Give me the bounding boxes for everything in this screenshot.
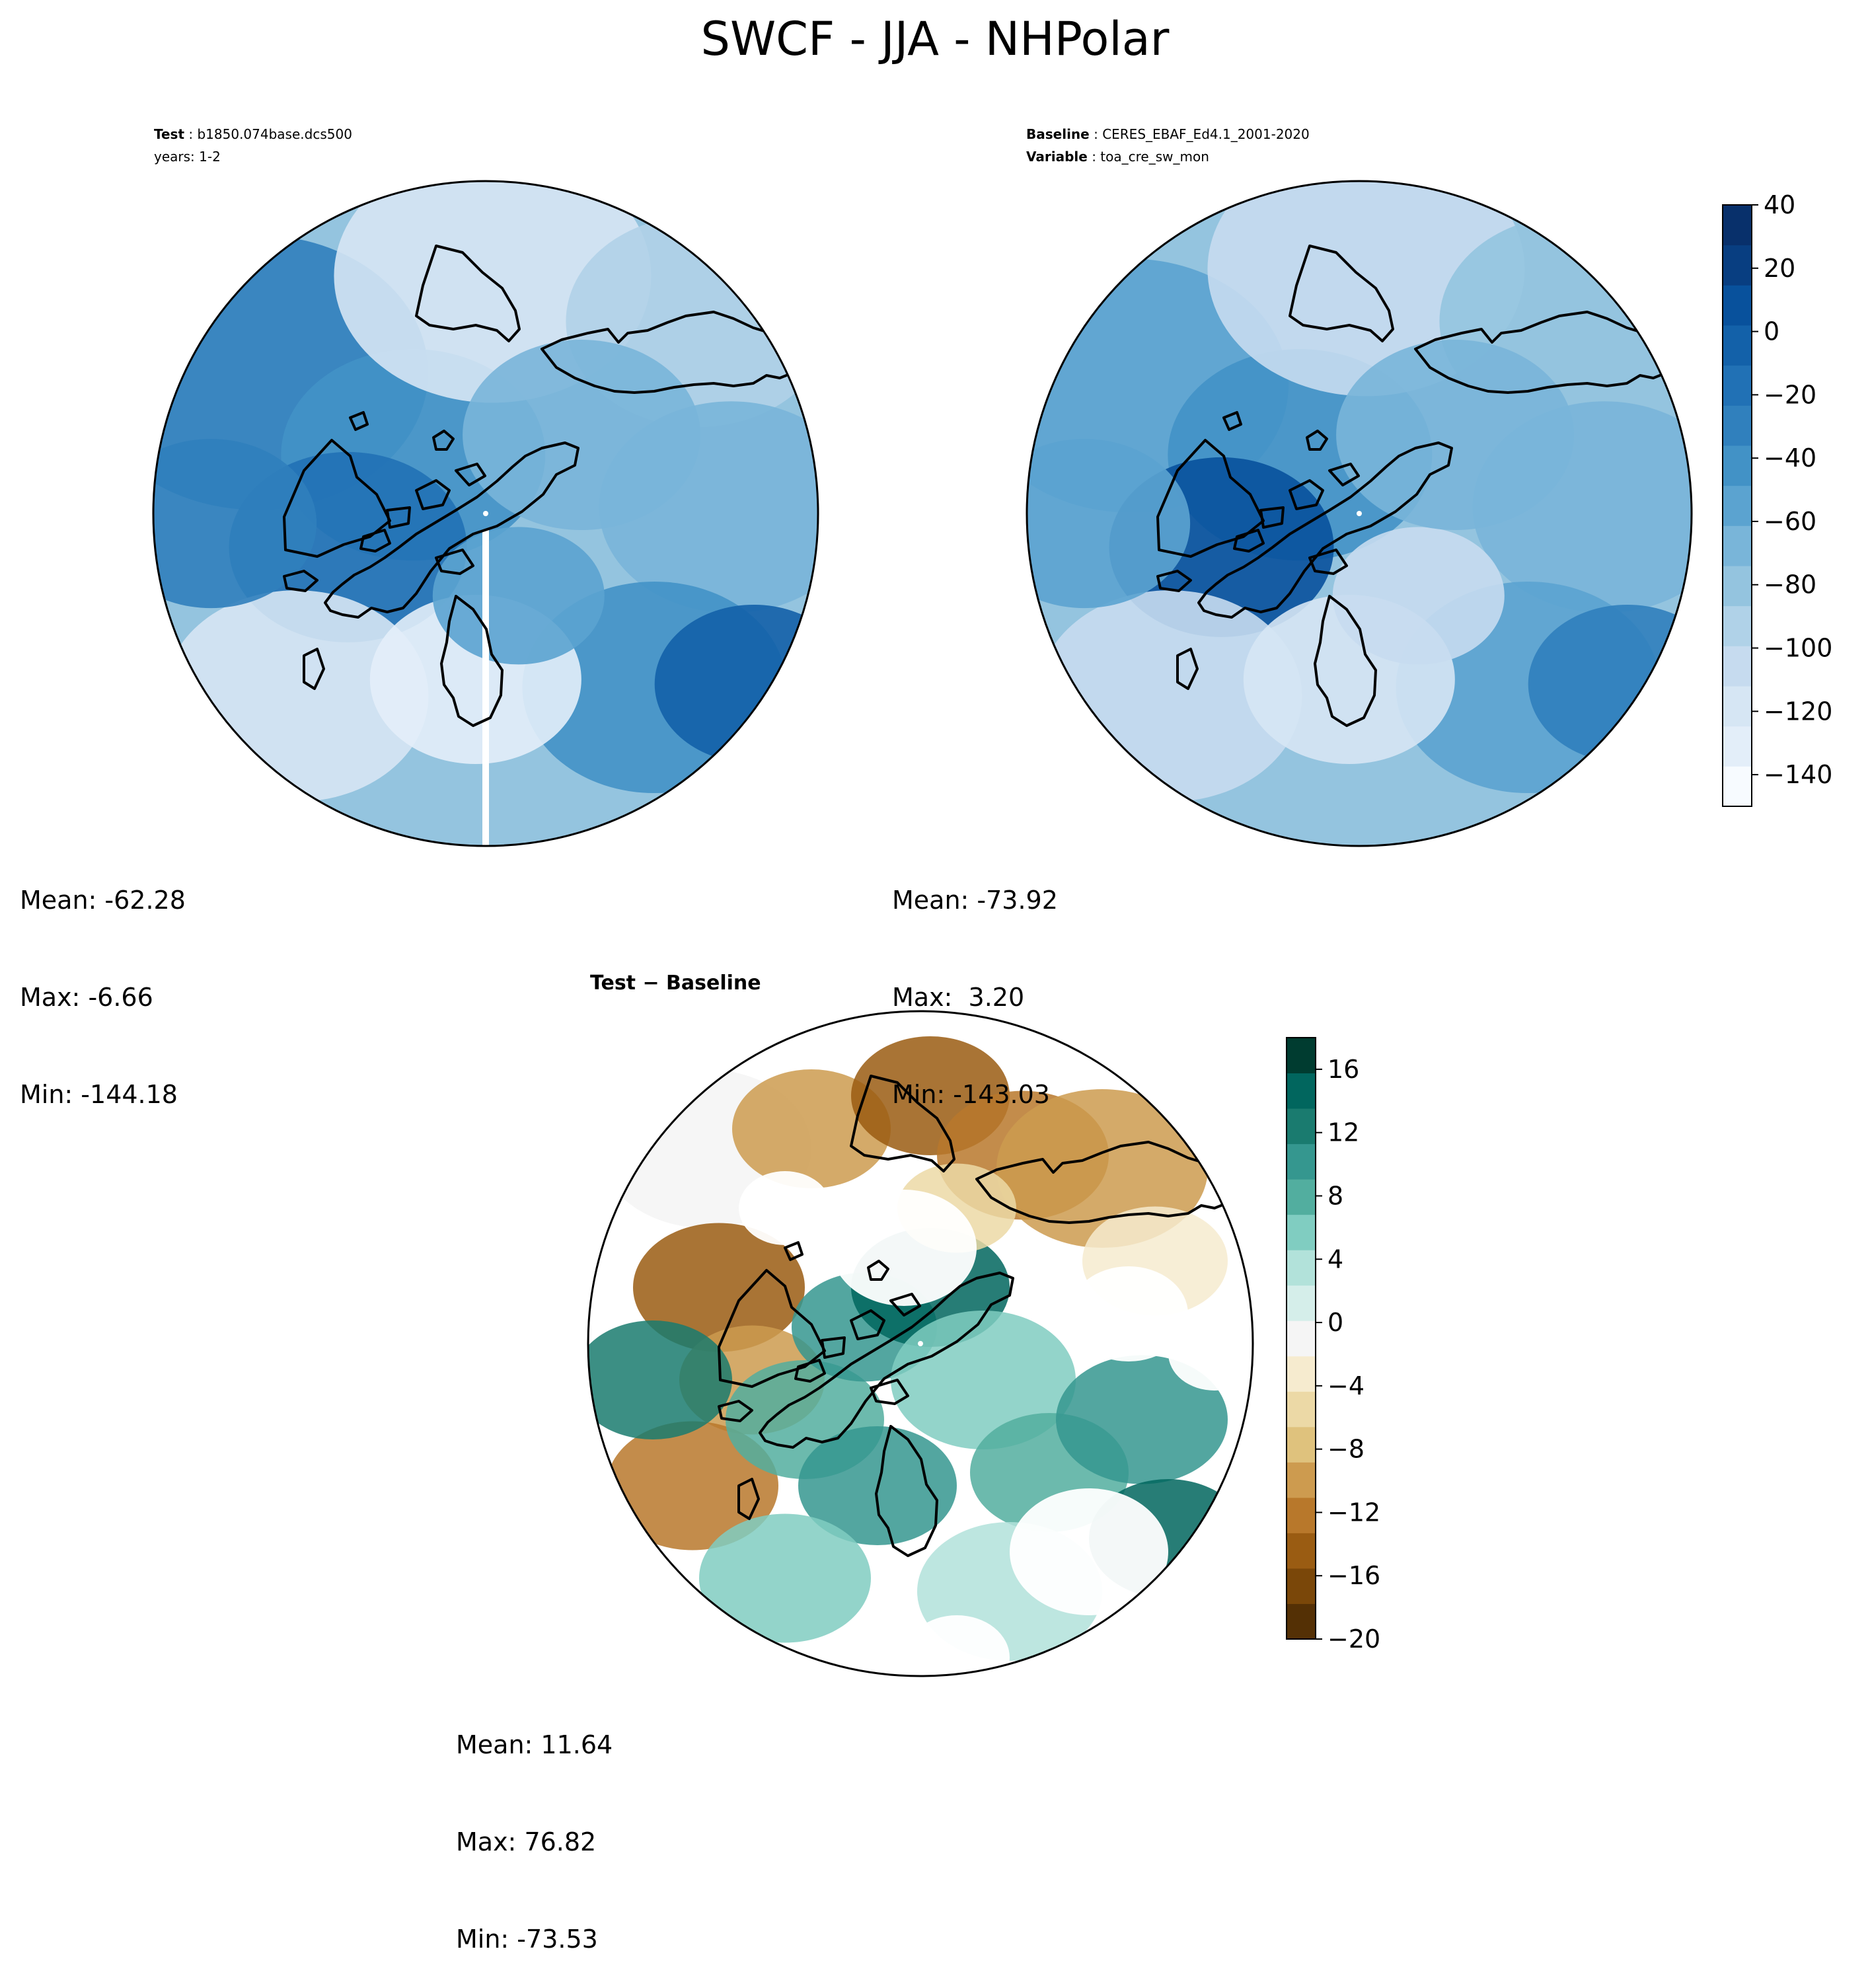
colorbar-tick-label: 0 xyxy=(1328,1308,1343,1337)
colorbar-difference: 16 12 8 4 0 −4 −8 −12 −16 −20 xyxy=(1286,1037,1380,1654)
colorbar-tick-label: −100 xyxy=(1764,634,1832,663)
colorbar-tick-label: −40 xyxy=(1764,443,1816,473)
colorbar-segment xyxy=(1723,766,1752,807)
colorbar-segment xyxy=(1287,1462,1316,1498)
colorbar-segment xyxy=(1723,566,1752,607)
difference-stats: Mean: 11.64 Max: 76.82 Min: -73.53 xyxy=(456,1664,613,1988)
colorbar-tick-label: −60 xyxy=(1764,507,1816,536)
colorbar-segment xyxy=(1287,1568,1316,1604)
baseline-dataset-name: CERES_EBAF_Ed4.1_2001-2020 xyxy=(1102,126,1310,142)
test-stats: Mean: -62.28 Max: -6.66 Min: -144.18 xyxy=(20,820,186,1143)
colorbar-tick-label: 20 xyxy=(1764,254,1795,283)
baseline-polar-map xyxy=(1026,180,1693,847)
baseline-mean: Mean: -73.92 xyxy=(892,886,1058,915)
variable-label: Variable xyxy=(1026,149,1088,165)
colorbar-segment xyxy=(1723,325,1752,366)
colorbar-segment xyxy=(1723,605,1752,646)
figure-title: SWCF - JJA - NHPolar xyxy=(700,12,1170,66)
colorbar-segment xyxy=(1723,726,1752,767)
variable-name: toa_cre_sw_mon xyxy=(1100,149,1209,165)
colorbar-segment xyxy=(1723,205,1752,246)
colorbar-tick-label: −20 xyxy=(1764,380,1816,409)
difference-min: Min: -73.53 xyxy=(456,1925,598,1954)
difference-mean: Mean: 11.64 xyxy=(456,1730,613,1759)
test-panel-meta: Test : b1850.074base.dcs500 years: 1-2 xyxy=(154,123,352,168)
colorbar-tick-label: 40 xyxy=(1764,190,1795,219)
colorbar-segment xyxy=(1287,1214,1316,1250)
colorbar-segment xyxy=(1723,646,1752,687)
baseline-label: Baseline xyxy=(1026,126,1090,142)
colorbar-segment xyxy=(1287,1143,1316,1180)
colorbar-tick-label: 4 xyxy=(1328,1244,1343,1274)
test-case-name: b1850.074base.dcs500 xyxy=(197,126,352,142)
baseline-stats: Mean: -73.92 Max: 3.20 Min: -143.03 xyxy=(892,820,1058,1143)
colorbar-tick-label: −12 xyxy=(1328,1498,1380,1527)
colorbar-swcf: 40 20 0 −20 −40 −60 −80 −100 −120 −140 xyxy=(1722,190,1832,807)
colorbar-tick-label: −120 xyxy=(1764,697,1832,726)
colorbar-segment xyxy=(1287,1603,1316,1640)
test-label: Test xyxy=(154,126,185,142)
colorbar-tick-label: 8 xyxy=(1328,1181,1343,1210)
colorbar-segment xyxy=(1287,1426,1316,1463)
colorbar-segment xyxy=(1723,686,1752,727)
colorbar-tick-label: 16 xyxy=(1328,1055,1359,1084)
colorbar-segment xyxy=(1287,1533,1316,1569)
colorbar-tick-label: −20 xyxy=(1328,1625,1380,1654)
test-max: Max: -6.66 xyxy=(20,983,153,1012)
colorbar-segment xyxy=(1723,365,1752,406)
difference-max: Max: 76.82 xyxy=(456,1827,597,1856)
colorbar-segment xyxy=(1287,1038,1316,1074)
colorbar-tick-label: 0 xyxy=(1764,317,1779,346)
colorbar-segment xyxy=(1287,1497,1316,1533)
colorbar-tick-label: −140 xyxy=(1764,760,1832,789)
test-polar-map xyxy=(152,180,819,847)
colorbar-segment xyxy=(1287,1073,1316,1109)
baseline-panel-meta: Baseline : CERES_EBAF_Ed4.1_2001-2020 Va… xyxy=(1026,126,1310,165)
colorbar-segment xyxy=(1287,1108,1316,1145)
difference-polar-map xyxy=(587,1010,1254,1677)
colorbar-tick-label: −16 xyxy=(1328,1561,1380,1590)
colorbar-segment xyxy=(1287,1391,1316,1428)
colorbar-segment xyxy=(1723,285,1752,326)
colorbar-segment xyxy=(1287,1320,1316,1357)
baseline-min: Min: -143.03 xyxy=(892,1080,1050,1109)
colorbar-segment xyxy=(1723,405,1752,446)
colorbar-tick-label: −4 xyxy=(1328,1371,1365,1400)
colorbar-tick-label: −80 xyxy=(1764,570,1816,599)
colorbar-segment xyxy=(1287,1285,1316,1321)
colorbar-segment xyxy=(1287,1179,1316,1215)
colorbar-segment xyxy=(1723,525,1752,566)
colorbar-tick-label: 12 xyxy=(1328,1118,1359,1147)
test-years: years: 1-2 xyxy=(154,149,221,165)
colorbar-segment xyxy=(1287,1250,1316,1286)
colorbar-segment xyxy=(1723,245,1752,286)
baseline-max: Max: 3.20 xyxy=(892,983,1025,1012)
colorbar-segment xyxy=(1287,1356,1316,1392)
test-mean: Mean: -62.28 xyxy=(20,886,186,915)
colorbar-tick-label: −8 xyxy=(1328,1435,1365,1464)
test-min: Min: -144.18 xyxy=(20,1080,178,1109)
colorbar-segment xyxy=(1723,485,1752,526)
difference-title: Test − Baseline xyxy=(590,972,761,995)
colorbar-segment xyxy=(1723,445,1752,486)
